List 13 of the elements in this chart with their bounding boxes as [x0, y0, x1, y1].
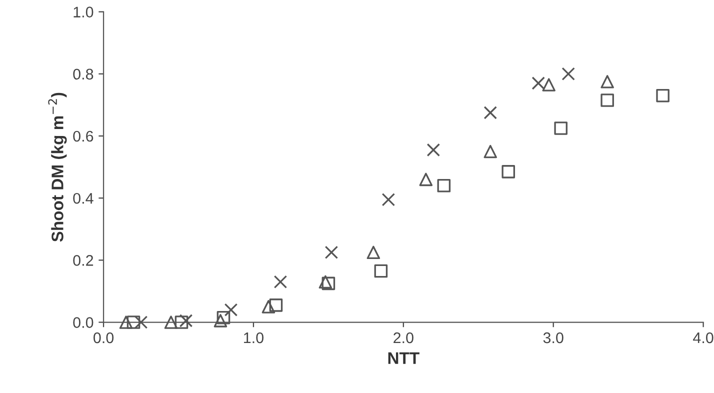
y-tick-label: 1.0 [74, 6, 94, 18]
x-tick-label: 1.0 [244, 332, 264, 344]
y-tick-label: 0.2 [73, 255, 94, 266]
x-tick-label: 4.0 [693, 332, 714, 344]
x-axis-title: NTT [388, 352, 420, 364]
x-tick-label: 0.0 [94, 332, 114, 344]
y-axis-title: Shoot DM (kg m$^{−2}$) [48, 92, 67, 242]
x-tick-label: 2.0 [394, 332, 414, 344]
x-tick-label: 3.0 [543, 332, 564, 344]
y-tick-label: 0.0 [73, 317, 94, 328]
y-tick-label: 0.8 [73, 68, 94, 80]
y-tick-label: 0.6 [73, 130, 94, 142]
y-tick-label: 0.4 [73, 192, 94, 204]
